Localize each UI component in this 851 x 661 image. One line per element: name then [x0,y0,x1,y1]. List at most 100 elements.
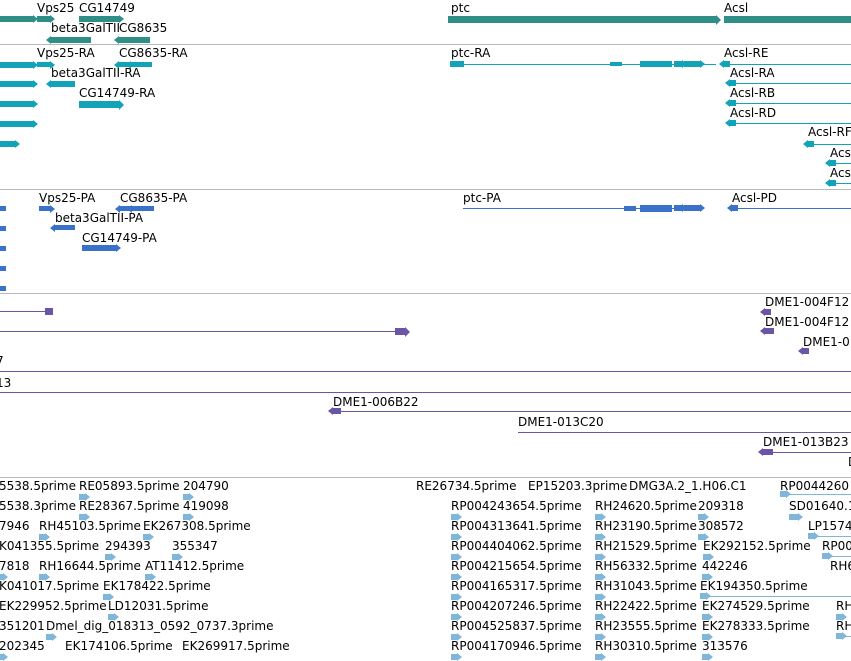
feature-block[interactable] [451,634,457,640]
feature-label[interactable]: 294393 [105,539,151,553]
feature-label[interactable]: EK269917.5prime [182,639,290,653]
feature-block[interactable] [105,554,111,560]
feature-block[interactable] [46,634,52,640]
feature-block[interactable] [51,37,91,43]
feature-label[interactable]: CG14749-PA [82,231,157,245]
feature-block[interactable] [451,654,457,660]
feature-label[interactable]: beta3GalTII [51,21,121,35]
feature-label[interactable]: RP0044260 [780,479,850,493]
feature-label[interactable]: RH16644.5prime [39,559,141,573]
feature-label[interactable]: Acsl-PD [732,191,777,205]
feature-label[interactable]: EK229952.5prime [0,599,107,613]
feature-block[interactable] [143,534,149,540]
feature-block[interactable] [0,62,33,68]
feature-block[interactable] [780,491,786,497]
feature-label[interactable]: 5538.3prime [0,499,76,513]
feature-block[interactable] [131,62,152,67]
feature-block[interactable] [698,514,704,520]
feature-label[interactable]: 419098 [183,499,229,513]
feature-label[interactable]: Acsl-RA [730,66,775,80]
feature-label[interactable]: RP004207246.5prime [451,599,582,613]
feature-block[interactable] [700,593,706,599]
feature-block[interactable] [808,141,814,147]
feature-block[interactable] [172,554,178,560]
feature-label[interactable]: LD12031.5prime [108,599,209,613]
feature-block[interactable] [0,246,6,251]
feature-label[interactable]: DME1-004F12 [765,315,850,329]
feature-label[interactable]: DME1-006B22 [333,395,419,409]
feature-block[interactable] [451,514,457,520]
feature-block[interactable] [39,574,45,580]
feature-block[interactable] [333,408,341,414]
feature-block[interactable] [120,206,132,211]
feature-label[interactable]: AT11412.5prime [145,559,245,573]
feature-label[interactable]: 209318 [698,499,744,513]
feature-block[interactable] [730,120,736,126]
feature-label[interactable]: RH [836,599,851,613]
feature-label[interactable]: CG8635 [119,21,168,35]
feature-label[interactable]: RP004313641.5prime [451,519,582,533]
feature-label[interactable]: EP15203.3prime [528,479,628,493]
feature-block[interactable] [803,348,809,354]
feature-block[interactable] [765,328,774,334]
feature-block[interactable] [0,654,3,660]
feature-label[interactable]: RE26734.5prime [416,479,517,493]
feature-label[interactable]: RH23190.5prime [595,519,697,533]
feature-label[interactable]: 313576 [702,639,748,653]
feature-block[interactable] [79,494,85,500]
feature-block[interactable] [82,245,116,251]
feature-label[interactable]: DME1-004F12 [765,295,850,309]
feature-block[interactable] [765,309,771,315]
feature-label[interactable]: RH23555.5prime [595,619,697,633]
feature-label[interactable]: ptc [451,1,470,15]
feature-block[interactable] [595,634,601,640]
feature-block[interactable] [145,574,151,580]
feature-block[interactable] [39,206,50,211]
feature-block[interactable] [836,633,842,639]
feature-block[interactable] [763,449,773,455]
feature-block[interactable] [0,574,3,580]
feature-label[interactable]: RH45103.5prime [39,519,141,533]
feature-block[interactable] [595,594,601,600]
feature-label[interactable]: Acsl [830,146,851,160]
feature-block[interactable] [0,81,33,87]
feature-block[interactable] [703,554,709,560]
feature-label[interactable]: RP004215654.5prime [451,559,582,573]
feature-label[interactable]: Acsl-RB [730,86,776,100]
feature-label[interactable]: EK194350.5prime [700,579,808,593]
feature-block[interactable] [730,100,736,106]
feature-block[interactable] [724,16,851,23]
feature-block[interactable] [119,62,131,67]
feature-block[interactable] [0,141,15,147]
feature-label[interactable]: CG8635-PA [120,191,188,205]
feature-block[interactable] [624,206,636,211]
feature-label[interactable]: 355347 [172,539,218,553]
feature-label[interactable]: Acsl [830,166,851,180]
feature-block[interactable] [702,654,708,660]
feature-block[interactable] [55,225,75,230]
feature-block[interactable] [789,514,798,520]
feature-block[interactable] [451,574,457,580]
feature-label[interactable]: RH30310.5prime [595,639,697,653]
feature-label[interactable]: RP004525837.5prime [451,619,582,633]
feature-label[interactable]: RH21529.5prime [595,539,697,553]
feature-label[interactable]: RH22422.5prime [595,599,697,613]
feature-block[interactable] [702,614,708,620]
feature-label[interactable]: Acsl-RE [724,46,769,60]
feature-label[interactable]: DME1-013C20 [518,415,604,429]
feature-label[interactable]: Acsl-RF [808,125,851,139]
feature-label[interactable]: 7946 [0,519,30,533]
feature-label[interactable]: RP004 [822,539,851,553]
feature-block[interactable] [610,62,622,66]
feature-label[interactable]: Acsl [724,1,749,15]
feature-block[interactable] [39,534,45,540]
feature-label[interactable]: beta3GalTII-PA [55,211,144,225]
feature-block[interactable] [0,121,33,127]
feature-block[interactable] [37,16,50,22]
feature-label[interactable]: EK292152.5prime [703,539,811,553]
feature-block[interactable] [448,16,716,23]
feature-label[interactable]: DMG3A.2_1.H06.C1 [629,479,747,493]
feature-block[interactable] [0,206,6,211]
feature-label[interactable]: CG14749-RA [79,86,156,100]
feature-label[interactable]: 308572 [698,519,744,533]
